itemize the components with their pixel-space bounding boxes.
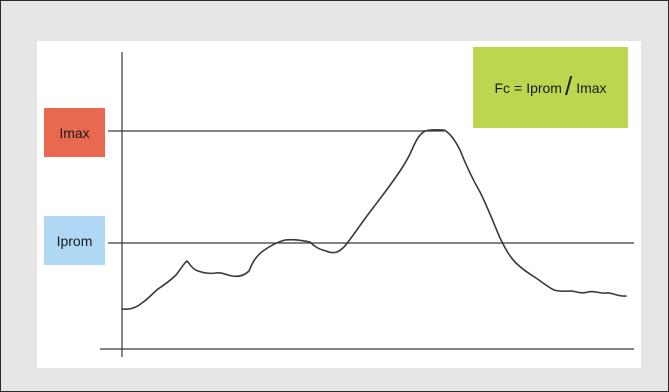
formula-slash: /: [564, 70, 573, 101]
formula-box: Fc = Iprom / Imax: [473, 47, 628, 128]
iprom-label: Iprom: [56, 232, 93, 249]
formula-denominator: Imax: [576, 79, 607, 96]
imax-label-box: Imax: [44, 108, 105, 157]
current-curve: [121, 128, 627, 311]
imax-label: Imax: [59, 124, 90, 141]
formula-lhs: Fc: [494, 79, 510, 96]
iprom-label-box: Iprom: [44, 216, 105, 265]
formula-numerator: Iprom: [526, 79, 562, 96]
formula-equals: =: [514, 79, 523, 96]
